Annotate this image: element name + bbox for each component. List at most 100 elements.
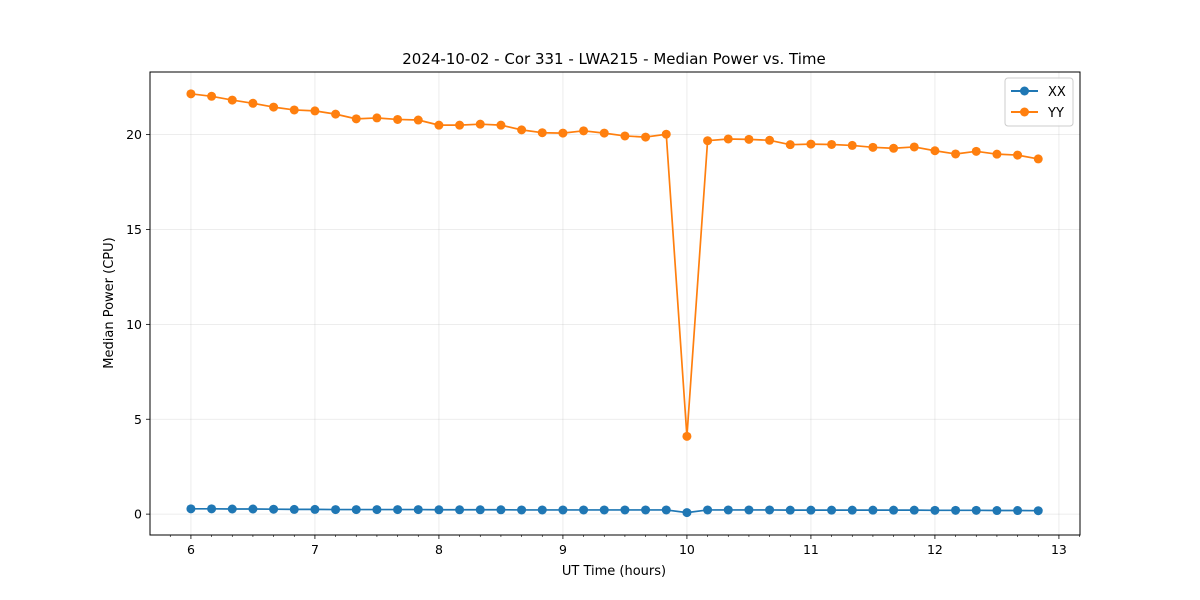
data-point-xx xyxy=(868,505,878,515)
data-point-yy xyxy=(744,134,754,144)
data-point-xx xyxy=(930,505,940,515)
data-point-yy xyxy=(930,146,940,156)
data-point-yy xyxy=(723,134,733,144)
y-tick-label: 15 xyxy=(126,222,142,237)
data-point-yy xyxy=(269,102,279,112)
data-point-yy xyxy=(1033,154,1043,164)
data-point-xx xyxy=(827,505,837,515)
x-axis-label: UT Time (hours) xyxy=(562,564,666,579)
x-tick-label: 10 xyxy=(679,542,695,557)
data-point-xx xyxy=(289,504,299,514)
data-point-yy xyxy=(909,142,919,152)
data-point-xx xyxy=(909,505,919,515)
x-tick-label: 12 xyxy=(927,542,943,557)
data-point-xx xyxy=(785,505,795,515)
data-point-xx xyxy=(558,505,568,515)
data-point-yy xyxy=(661,129,671,139)
data-point-yy xyxy=(889,143,899,153)
data-point-xx xyxy=(372,505,382,515)
data-point-yy xyxy=(599,128,609,138)
x-tick-label: 9 xyxy=(559,542,567,557)
legend-label-yy: YY xyxy=(1047,106,1064,121)
data-point-yy xyxy=(393,114,403,124)
data-point-yy xyxy=(310,106,320,116)
data-point-yy xyxy=(992,149,1002,159)
data-point-yy xyxy=(703,136,713,146)
data-point-yy xyxy=(248,98,258,108)
data-point-yy xyxy=(475,119,485,129)
data-point-yy xyxy=(806,139,816,149)
data-point-yy xyxy=(558,128,568,138)
data-point-xx xyxy=(723,505,733,515)
data-point-yy xyxy=(537,128,547,138)
data-point-xx xyxy=(806,505,816,515)
data-point-xx xyxy=(1033,506,1043,516)
data-point-yy xyxy=(951,149,961,159)
data-point-yy xyxy=(331,109,341,119)
data-point-xx xyxy=(351,505,361,515)
data-point-yy xyxy=(1013,150,1023,160)
data-point-xx xyxy=(661,505,671,515)
data-point-yy xyxy=(868,142,878,152)
data-point-yy xyxy=(227,95,237,105)
legend-marker-yy xyxy=(1020,107,1029,117)
legend: XX YY xyxy=(1004,77,1074,127)
data-point-yy xyxy=(372,113,382,123)
x-tick-label: 7 xyxy=(311,542,319,557)
data-point-yy xyxy=(765,135,775,145)
x-tick-label: 6 xyxy=(187,542,195,557)
data-point-xx xyxy=(227,504,237,514)
data-point-xx xyxy=(413,505,423,515)
axes-frame xyxy=(149,71,1081,536)
data-point-yy xyxy=(434,120,444,130)
data-point-yy xyxy=(517,125,527,135)
data-point-xx xyxy=(269,504,279,514)
data-point-xx xyxy=(331,505,341,515)
data-point-xx xyxy=(579,505,589,515)
data-point-xx xyxy=(971,505,981,515)
data-point-xx xyxy=(992,506,1002,516)
data-point-xx xyxy=(517,505,527,515)
data-point-yy xyxy=(455,120,465,130)
legend-label-xx: XX xyxy=(1048,85,1066,100)
data-point-yy xyxy=(207,91,217,101)
data-point-xx xyxy=(248,504,258,514)
data-point-yy xyxy=(847,140,857,150)
data-point-xx xyxy=(393,505,403,515)
data-point-xx xyxy=(703,505,713,515)
data-point-xx xyxy=(682,508,692,518)
x-tick-label: 11 xyxy=(803,542,819,557)
y-tick-label: 0 xyxy=(134,507,142,522)
data-point-yy xyxy=(579,126,589,136)
data-point-xx xyxy=(847,505,857,515)
data-point-xx xyxy=(1013,506,1023,516)
data-point-xx xyxy=(641,505,651,515)
x-tick-label: 8 xyxy=(435,542,443,557)
data-point-yy xyxy=(496,120,506,130)
data-point-xx xyxy=(496,505,506,515)
data-point-xx xyxy=(744,505,754,515)
data-point-yy xyxy=(827,139,837,149)
data-point-xx xyxy=(434,505,444,515)
data-point-xx xyxy=(310,504,320,514)
chart-title: 2024-10-02 - Cor 331 - LWA215 - Median P… xyxy=(402,50,826,68)
data-point-yy xyxy=(682,431,692,441)
data-point-yy xyxy=(620,131,630,141)
data-point-xx xyxy=(599,505,609,515)
grid xyxy=(150,72,1080,535)
data-point-xx xyxy=(889,505,899,515)
data-point-xx xyxy=(186,504,196,514)
plot-series xyxy=(186,89,1043,518)
data-point-yy xyxy=(289,105,299,115)
data-point-xx xyxy=(620,505,630,515)
x-tick-label: 13 xyxy=(1051,542,1067,557)
y-tick-label: 10 xyxy=(126,317,142,332)
data-point-yy xyxy=(641,132,651,142)
y-tick-label: 5 xyxy=(134,412,142,427)
data-point-yy xyxy=(186,89,196,99)
data-point-yy xyxy=(351,114,361,124)
data-point-xx xyxy=(765,505,775,515)
data-point-xx xyxy=(475,505,485,515)
